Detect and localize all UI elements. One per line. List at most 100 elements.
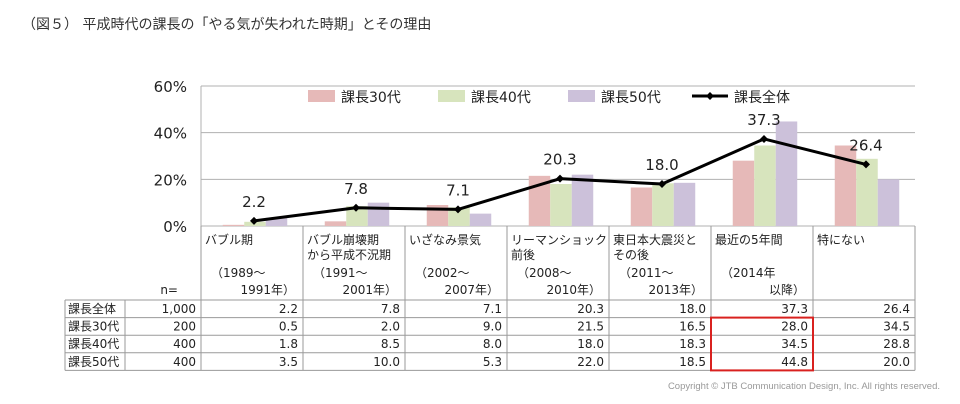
legend-swatch — [568, 90, 595, 102]
bar — [571, 174, 594, 226]
category-label: いざなみ景気 — [409, 232, 481, 247]
y-tick-label: 40% — [154, 125, 187, 143]
table-cell: 34.5 — [781, 337, 808, 351]
category-label: 前後 — [511, 247, 535, 262]
table-cell: 37.3 — [781, 302, 808, 316]
table-cell: 18.0 — [577, 337, 604, 351]
copyright-text: Copyright © JTB Communication Design, In… — [667, 381, 940, 392]
bar — [732, 160, 755, 226]
bar — [775, 121, 798, 226]
table-row-label: 課長30代 — [68, 319, 119, 334]
bar — [652, 183, 674, 226]
legend-label: 課長50代 — [601, 90, 661, 106]
bar — [222, 224, 245, 226]
line-point — [556, 174, 564, 183]
table-cell: 18.3 — [679, 337, 706, 351]
table-cell: 26.4 — [883, 302, 910, 316]
line-point — [352, 203, 360, 212]
table-row-label: 課長全体 — [68, 301, 116, 316]
legend-swatch — [438, 90, 465, 102]
category-label: 特にない — [817, 232, 865, 247]
table-cell: 2.0 — [381, 320, 400, 334]
bar — [265, 217, 288, 226]
bar — [834, 145, 857, 226]
table-n-value: 400 — [173, 355, 196, 369]
bar — [367, 202, 390, 226]
data-label: 18.0 — [645, 156, 678, 174]
line-point — [760, 134, 768, 143]
line-point — [862, 160, 870, 169]
line-point — [250, 216, 258, 225]
bar — [550, 184, 572, 226]
category-label: バブル期 — [205, 232, 253, 247]
bar — [856, 158, 878, 226]
table-row-label: 課長50代 — [68, 354, 119, 369]
table-cell: 21.5 — [577, 320, 604, 334]
category-label: 2007年） — [444, 283, 499, 297]
category-label: 2010年） — [546, 283, 601, 297]
table-cell: 20.0 — [883, 355, 910, 369]
category-label: から平成不況期 — [307, 247, 391, 262]
bar — [673, 182, 696, 226]
y-tick-label: 60% — [154, 78, 187, 96]
category-label: 2013年） — [648, 283, 703, 297]
bar — [630, 187, 653, 226]
data-label: 2.2 — [242, 193, 266, 211]
table-cell: 9.0 — [483, 320, 502, 334]
data-label: 20.3 — [543, 151, 576, 169]
data-label: 7.1 — [446, 181, 470, 199]
data-label: 37.3 — [747, 111, 780, 129]
table-cell: 20.3 — [577, 302, 604, 316]
table-cell: 3.5 — [279, 355, 298, 369]
category-label: （2011～ — [619, 266, 674, 280]
table-n-value: 200 — [173, 320, 196, 334]
chart-title: （図５） 平成時代の課長の「やる気が失われた時期」とその理由 — [22, 17, 432, 33]
line-point — [454, 205, 462, 214]
table-n-value: 400 — [173, 337, 196, 351]
table-cell: 28.8 — [883, 337, 910, 351]
n-label: n= — [160, 283, 178, 297]
bar — [448, 207, 470, 226]
table-cell: 1.8 — [279, 337, 298, 351]
category-label: 最近の5年間 — [715, 233, 783, 247]
table-cell: 18.0 — [679, 302, 706, 316]
category-label: 2001年） — [342, 283, 397, 297]
table-cell: 2.2 — [279, 302, 298, 316]
data-label: 26.4 — [849, 136, 882, 154]
table-cell: 44.8 — [781, 355, 808, 369]
category-label: 東日本大震災と — [613, 233, 697, 247]
category-label: （1991～ — [313, 266, 368, 280]
bar — [244, 221, 266, 226]
table-cell: 5.3 — [483, 355, 502, 369]
bar — [528, 175, 551, 226]
table-row-label: 課長40代 — [68, 336, 119, 351]
table-n-value: 1,000 — [162, 302, 196, 316]
table-cell: 0.5 — [279, 320, 298, 334]
category-label: その後 — [613, 248, 649, 262]
bar — [469, 213, 492, 226]
table-cell: 22.0 — [577, 355, 604, 369]
table-cell: 34.5 — [883, 320, 910, 334]
data-label: 7.8 — [344, 180, 368, 198]
legend-swatch — [308, 90, 335, 102]
line-point — [658, 180, 666, 188]
bar — [346, 206, 368, 226]
y-tick-label: 0% — [163, 218, 187, 236]
bar — [754, 145, 776, 226]
category-label: （1989～ — [211, 266, 266, 280]
legend-label: 課長全体 — [734, 89, 790, 106]
bar — [324, 221, 347, 226]
category-label: バブル崩壊期 — [307, 232, 379, 247]
highlight-box — [710, 316, 814, 372]
y-tick-label: 20% — [154, 171, 187, 189]
bar — [877, 179, 900, 226]
table-cell: 7.1 — [483, 302, 502, 316]
category-label: （2002～ — [415, 266, 470, 280]
table-cell: 16.5 — [679, 320, 706, 334]
category-label: （2014年 — [721, 266, 776, 280]
category-label: （2008～ — [517, 266, 572, 280]
legend-label: 課長30代 — [341, 90, 401, 106]
category-label: 以降） — [769, 283, 805, 297]
table-cell: 28.0 — [781, 320, 808, 334]
